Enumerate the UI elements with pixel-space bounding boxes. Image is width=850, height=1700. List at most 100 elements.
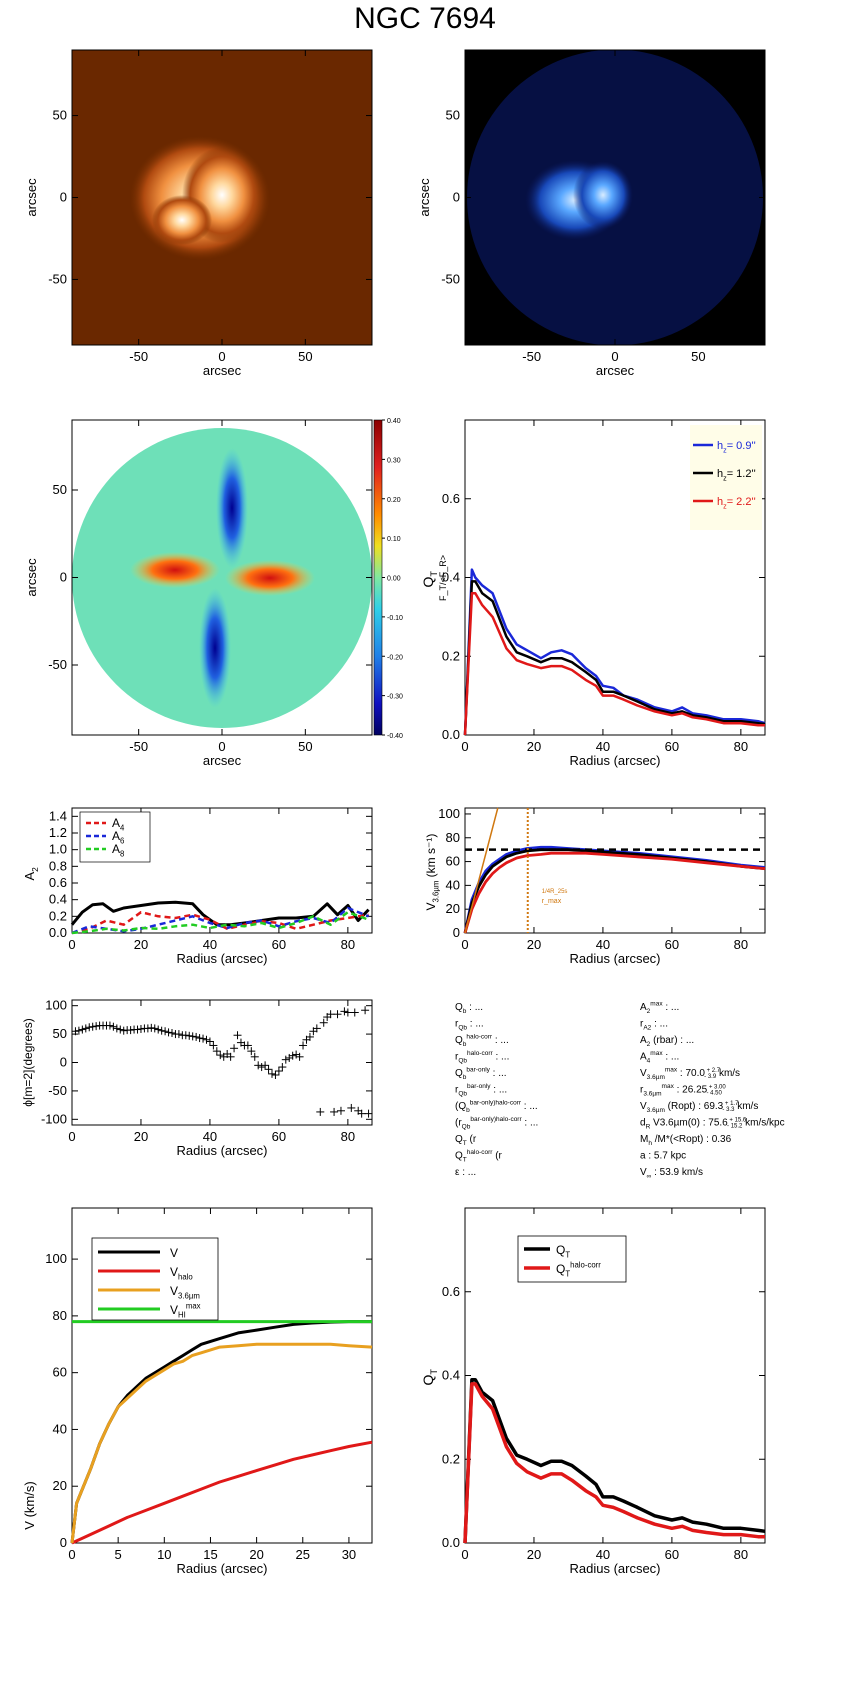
- x-tick-label: 20: [527, 937, 541, 952]
- y-tick-label: -100: [41, 1111, 67, 1126]
- colorbar-tick-label: 0.10: [387, 536, 401, 543]
- colorbar-tick-label: -0.40: [387, 733, 403, 740]
- data-point: [347, 1103, 356, 1112]
- x-tick-label: 80: [734, 739, 748, 754]
- data-point: [288, 1051, 297, 1060]
- data-point: [230, 1044, 239, 1053]
- series-line: [70, 1320, 372, 1544]
- data-point: [305, 1032, 314, 1041]
- y-tick-label: 0.4: [49, 892, 67, 907]
- data-point: [247, 1047, 256, 1056]
- colorbar-tick-label: -0.30: [387, 694, 403, 701]
- panel-p5: 0 20 40 60 80 0.0 0.20.4 0.6 0.81.0 1.2 1.4 Radius …: [22, 807, 373, 966]
- map-disk: [72, 428, 372, 728]
- data-point: [285, 1053, 294, 1062]
- data-point: [271, 1071, 280, 1079]
- x-axis-label: Radius (arcsec): [569, 951, 660, 966]
- data-point: [205, 1037, 214, 1046]
- y-tick-label: -50: [48, 1083, 67, 1098]
- data-point: [268, 1069, 276, 1078]
- data-point: [126, 1026, 135, 1035]
- y-tick-label: -50: [441, 271, 460, 286]
- series-line: [71, 1440, 373, 1545]
- panel-p7: 0 20 40 60 80 -100 -50 0 50 100 Radius (arcsec) ϕ[m…: [21, 998, 373, 1158]
- data-point: [78, 1025, 87, 1034]
- panel-p2: -50 0 50 -50 0 50 arcsec arcsec: [417, 49, 766, 378]
- x-tick-label: 60: [665, 739, 679, 754]
- data-point: [312, 1024, 321, 1033]
- data-point: [233, 1031, 242, 1040]
- positive-lobe: [130, 552, 220, 588]
- y-tick-label: 0.4: [442, 1368, 460, 1383]
- param-left: QT (r: [455, 1134, 477, 1147]
- data-point: [202, 1035, 211, 1044]
- colorbar-tick-label: 0.40: [387, 418, 401, 425]
- y-tick-label: 20: [446, 901, 460, 916]
- y-tick-label: 0.0: [442, 1535, 460, 1550]
- series-line: [463, 580, 766, 736]
- y-axis-label: V3.6µm (km s⁻¹): [424, 834, 441, 911]
- y-tick-label: 1.4: [49, 808, 67, 823]
- y-tick-label: 60: [53, 1365, 67, 1380]
- x-tick-label: 0: [218, 739, 225, 754]
- param-right: rA2 : ...: [640, 1019, 668, 1032]
- x-tick-label: 0: [461, 937, 468, 952]
- x-tick-label: 40: [203, 937, 217, 952]
- data-point: [181, 1031, 190, 1040]
- legend: hz= 0.9'' hz= 1.2'' hz= 2.2'': [690, 425, 762, 530]
- legend-label: V: [170, 1246, 178, 1260]
- x-tick-label: 0: [461, 739, 468, 754]
- param-right: V∞ : 53.9 km/s: [640, 1167, 703, 1180]
- data-point: [350, 1008, 359, 1017]
- data-point: [357, 1109, 366, 1118]
- x-tick-label: 0: [68, 1547, 75, 1562]
- x-tick-label: 0: [68, 937, 75, 952]
- x-axis-label: arcsec: [203, 753, 242, 768]
- panel-p6: 0 20 40 60 80 0 20 40 60 80 100 Radius (arcsec) V3.6…: [424, 806, 766, 966]
- data-point: [361, 1006, 370, 1015]
- legend-label: V3.6µm: [170, 1284, 200, 1301]
- data-point: [116, 1025, 125, 1034]
- x-tick-label: -50: [129, 739, 148, 754]
- x-tick-label: 40: [596, 1547, 610, 1562]
- y-axis-label: V (km/s): [22, 1481, 37, 1529]
- plot-frame: [71, 807, 373, 934]
- data-point: [330, 1107, 339, 1116]
- data-point: [109, 1022, 118, 1031]
- panel-p1: -50 0 50 -50 0 50 arcsec arcsec: [24, 49, 373, 378]
- data-point: [119, 1026, 128, 1035]
- x-axis-label: arcsec: [203, 363, 242, 378]
- y-tick-label: 0.8: [49, 858, 67, 873]
- x-axis-label: Radius (arcsec): [569, 753, 660, 768]
- param-right: A2 (rbar) : ...: [640, 1035, 694, 1048]
- legend-label: VHImax: [170, 1302, 201, 1320]
- data-point: [212, 1047, 221, 1056]
- data-point: [336, 1106, 345, 1115]
- data-point: [264, 1065, 273, 1074]
- data-point: [278, 1063, 287, 1072]
- data-point: [143, 1024, 152, 1033]
- x-tick-label: 40: [596, 739, 610, 754]
- data-point: [316, 1107, 325, 1116]
- negative-lobe: [199, 588, 231, 708]
- legend-label: A4: [112, 816, 125, 833]
- y-tick-label: 0: [60, 570, 67, 585]
- y-tick-label: 40: [446, 877, 460, 892]
- legend-label: QT: [556, 1243, 570, 1260]
- panel-p4: 0 20 40 60 80 0.0 0.2 0.4 0.6 Radius (arcsec) QT hz…: [420, 419, 766, 768]
- param-left: ε : ...: [455, 1167, 476, 1178]
- legend-label: Vhalo: [170, 1265, 193, 1282]
- data-point: [154, 1025, 163, 1034]
- data-point: [85, 1023, 94, 1032]
- data-point: [157, 1026, 166, 1035]
- param-left: Qbhalo-corr : ...: [455, 1034, 509, 1049]
- data-point: [226, 1052, 235, 1061]
- galaxy-glow: [573, 161, 633, 229]
- x-tick-label: 50: [691, 349, 705, 364]
- colorbar-tick-label: 0.20: [387, 497, 401, 504]
- series-line: [463, 1377, 766, 1544]
- data-point: [326, 1010, 335, 1019]
- y-axis-label: arcsec: [417, 178, 432, 217]
- series-line: [463, 851, 766, 934]
